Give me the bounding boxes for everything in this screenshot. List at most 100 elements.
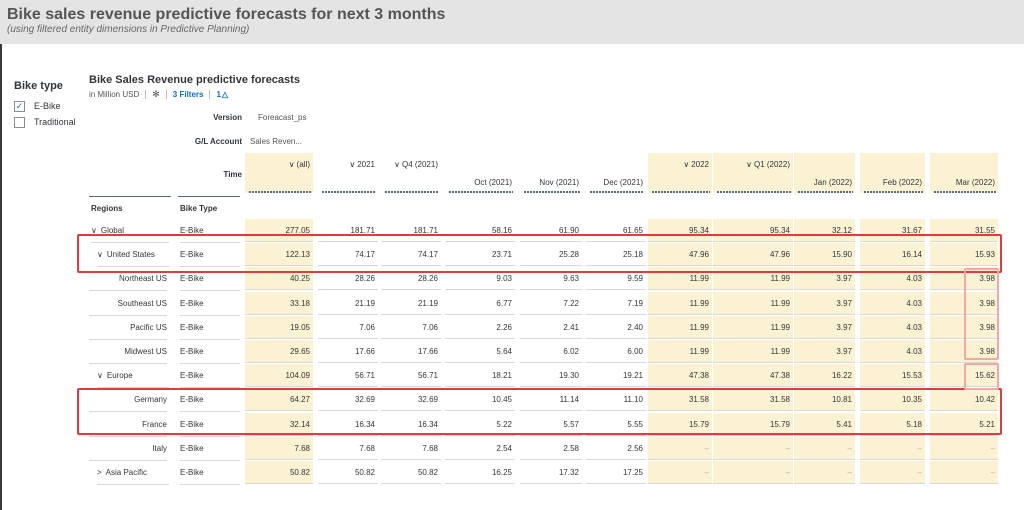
column-header[interactable]: Feb (2022) <box>860 178 922 187</box>
value-cell[interactable]: 19.30 <box>520 364 582 388</box>
value-cell[interactable]: 17.32 <box>520 461 582 484</box>
value-cell[interactable]: 5.57 <box>520 413 582 436</box>
filter-option-traditional[interactable]: Traditional <box>14 114 76 130</box>
value-cell[interactable]: 11.14 <box>520 388 582 412</box>
value-cell[interactable]: 104.09 <box>245 364 313 388</box>
value-cell[interactable]: 5.41 <box>794 412 855 436</box>
value-cell[interactable]: 11.10 <box>586 388 646 412</box>
value-cell[interactable]: – <box>794 436 855 460</box>
chevron-down-icon[interactable]: ∨ <box>683 160 690 169</box>
value-cell[interactable]: – <box>860 436 925 460</box>
value-cell[interactable]: 181.71 <box>318 219 378 242</box>
column-header[interactable]: Dec (2021) <box>586 178 643 187</box>
value-cell[interactable]: 17.66 <box>381 340 441 363</box>
value-cell[interactable]: 10.45 <box>445 388 515 412</box>
value-cell[interactable]: 25.28 <box>520 243 582 267</box>
value-cell[interactable]: 64.27 <box>245 388 313 412</box>
value-cell[interactable]: 61.65 <box>586 219 646 242</box>
value-cell[interactable]: 17.25 <box>586 461 646 484</box>
value-cell[interactable]: 16.34 <box>381 413 441 436</box>
column-header[interactable]: Mar (2022) <box>930 178 995 187</box>
row-region[interactable]: ∨ Europe <box>97 364 169 389</box>
value-cell[interactable]: 7.68 <box>245 436 313 460</box>
value-cell[interactable]: 4.03 <box>860 267 925 291</box>
value-cell[interactable]: 10.42 <box>930 388 998 412</box>
value-cell[interactable]: 7.06 <box>381 316 441 339</box>
chevron-down-icon[interactable]: ∨ <box>394 160 400 169</box>
value-cell[interactable]: 16.34 <box>318 413 378 436</box>
chevron-down-icon[interactable]: ∨ <box>288 160 295 169</box>
value-cell[interactable]: 18.21 <box>445 364 515 388</box>
value-cell[interactable]: 47.38 <box>648 364 712 388</box>
checkbox-checked-icon[interactable]: ✓ <box>14 100 25 112</box>
info-count[interactable]: 1 <box>216 90 221 99</box>
value-cell[interactable]: 19.21 <box>586 364 646 388</box>
value-cell[interactable]: 32.69 <box>381 388 441 412</box>
value-cell[interactable]: 40.25 <box>245 267 313 291</box>
value-cell[interactable]: 7.68 <box>381 437 441 460</box>
value-cell[interactable]: 10.35 <box>860 388 925 412</box>
value-cell[interactable]: – <box>860 461 925 484</box>
value-cell[interactable]: 58.16 <box>445 219 515 242</box>
value-cell[interactable]: 19.05 <box>245 315 313 339</box>
value-cell[interactable]: 181.71 <box>381 219 441 242</box>
column-header[interactable]: ∨ Q4 (2021) <box>381 160 438 169</box>
value-cell[interactable]: 15.79 <box>713 412 793 436</box>
value-cell[interactable]: 2.54 <box>445 437 515 460</box>
value-cell[interactable]: 28.26 <box>381 267 441 291</box>
value-cell[interactable]: 277.05 <box>245 219 313 242</box>
column-header[interactable]: ∨ (all) <box>245 160 310 169</box>
value-cell[interactable]: 16.14 <box>860 243 925 267</box>
value-cell[interactable]: 50.82 <box>245 461 313 484</box>
value-cell[interactable]: 11.99 <box>648 340 712 363</box>
value-cell[interactable]: 9.59 <box>586 267 646 291</box>
value-cell[interactable]: 7.06 <box>318 316 378 339</box>
value-cell[interactable]: 11.99 <box>713 267 793 291</box>
value-cell[interactable]: 74.17 <box>318 243 378 267</box>
value-cell[interactable]: 10.81 <box>794 388 855 412</box>
column-header[interactable]: ∨ 2021 <box>318 160 375 169</box>
value-cell[interactable]: 3.97 <box>794 340 855 363</box>
warning-icon[interactable]: △ <box>221 90 229 99</box>
value-cell[interactable]: 50.82 <box>381 461 441 484</box>
value-cell[interactable]: 56.71 <box>381 364 441 388</box>
value-cell[interactable]: 3.97 <box>794 267 855 291</box>
value-cell[interactable]: 6.77 <box>445 292 515 315</box>
column-header[interactable]: ∨ 2022 <box>648 160 709 169</box>
row-region[interactable]: > Asia Pacific <box>97 461 169 485</box>
value-cell[interactable]: 11.99 <box>648 315 712 339</box>
value-cell[interactable]: 29.65 <box>245 340 313 363</box>
value-cell[interactable]: – <box>794 461 855 484</box>
value-cell[interactable]: 16.22 <box>794 364 855 388</box>
column-header[interactable]: ∨ Q1 (2022) <box>713 160 790 169</box>
chevron-down-icon[interactable]: ∨ <box>97 250 103 260</box>
value-cell[interactable]: 3.98 <box>930 340 998 363</box>
value-cell[interactable]: 5.55 <box>586 413 646 436</box>
chevron-down-icon[interactable]: ∨ <box>746 160 752 169</box>
value-cell[interactable]: 50.82 <box>318 461 378 484</box>
column-header[interactable]: Nov (2021) <box>520 178 579 187</box>
value-cell[interactable]: 15.90 <box>794 243 855 267</box>
value-cell[interactable]: 11.99 <box>648 291 712 315</box>
value-cell[interactable]: 15.79 <box>648 412 712 436</box>
value-cell[interactable]: 28.26 <box>318 267 378 291</box>
value-cell[interactable]: 2.58 <box>520 437 582 460</box>
value-cell[interactable]: 3.98 <box>930 267 998 291</box>
value-cell[interactable]: 33.18 <box>245 291 313 315</box>
value-cell[interactable]: 11.99 <box>713 315 793 339</box>
account-value[interactable]: Sales Reven... <box>250 137 303 146</box>
value-cell[interactable]: 15.62 <box>930 364 998 388</box>
value-cell[interactable]: 11.99 <box>713 340 793 363</box>
value-cell[interactable]: 2.41 <box>520 316 582 339</box>
filter-option-ebike[interactable]: ✓ E-Bike <box>14 98 76 114</box>
value-cell[interactable]: 2.56 <box>586 437 646 460</box>
value-cell[interactable]: 5.18 <box>860 412 925 436</box>
value-cell[interactable]: 7.22 <box>520 292 582 315</box>
value-cell[interactable]: 15.53 <box>860 364 925 388</box>
value-cell[interactable]: 61.90 <box>520 219 582 242</box>
value-cell[interactable]: 6.00 <box>586 340 646 363</box>
value-cell[interactable]: 11.99 <box>713 291 793 315</box>
chevron-down-icon[interactable]: ∨ <box>97 371 103 381</box>
value-cell[interactable]: – <box>648 461 712 484</box>
value-cell[interactable]: 7.68 <box>318 437 378 460</box>
